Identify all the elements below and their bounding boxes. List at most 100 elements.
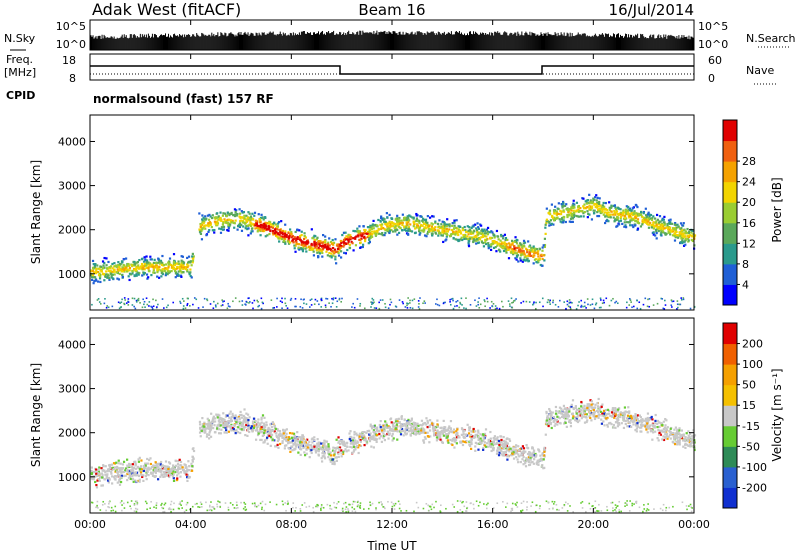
echo-cell xyxy=(356,234,360,237)
echo-cell xyxy=(598,202,601,205)
echo-cell xyxy=(321,244,324,248)
echo-cell xyxy=(612,216,615,219)
echo-cell xyxy=(501,245,505,248)
echo-cell xyxy=(594,415,597,418)
echo-cell xyxy=(253,211,257,214)
echo-cell xyxy=(688,230,691,233)
echo-cell xyxy=(429,435,432,438)
echo-cell xyxy=(507,257,511,260)
echo-cell xyxy=(628,214,632,218)
echo-cell xyxy=(294,305,296,308)
echo-cell xyxy=(523,241,527,244)
echo-cell xyxy=(154,470,157,473)
echo-cell xyxy=(533,258,537,261)
echo-cell xyxy=(652,233,655,236)
echo-cell xyxy=(119,302,121,304)
echo-cell xyxy=(262,302,264,305)
echo-cell xyxy=(299,234,302,238)
echo-cell xyxy=(133,268,136,271)
echo-cell xyxy=(188,273,191,276)
echo-cell xyxy=(419,231,422,235)
echo-cell xyxy=(412,216,415,219)
echo-cell xyxy=(585,307,587,309)
echo-cell xyxy=(477,301,479,303)
echo-cell xyxy=(420,229,423,232)
echo-cell xyxy=(330,252,333,255)
echo-cell xyxy=(217,215,220,218)
echo-cell xyxy=(410,417,414,420)
echo-cell xyxy=(145,462,148,465)
echo-cell xyxy=(564,220,567,224)
echo-cell xyxy=(346,248,349,252)
echo-cell xyxy=(187,264,190,267)
echo-cell xyxy=(316,438,319,441)
echo-cell xyxy=(229,410,232,413)
echo-cell xyxy=(161,467,164,470)
echo-cell xyxy=(98,272,101,275)
echo-cell xyxy=(491,231,494,234)
echo-cell xyxy=(157,303,159,306)
echo-cell xyxy=(287,242,291,245)
colorbar-swatch xyxy=(723,120,737,142)
echo-cell xyxy=(435,439,439,442)
echo-cell xyxy=(399,426,403,429)
echo-cell xyxy=(524,462,527,465)
echo-cell xyxy=(254,438,258,441)
echo-cell xyxy=(471,237,474,240)
echo-cell xyxy=(222,221,225,224)
echo-cell xyxy=(662,231,665,234)
echo-cell xyxy=(516,458,519,461)
echo-cell xyxy=(541,257,544,261)
echo-cell xyxy=(104,298,106,300)
echo-cell xyxy=(254,227,257,230)
echo-cell xyxy=(184,268,188,271)
echo-cell xyxy=(172,253,176,256)
echo-cell xyxy=(247,211,250,214)
echo-cell xyxy=(508,246,511,249)
echo-cell xyxy=(565,425,568,428)
echo-cell xyxy=(91,259,95,263)
echo-cell xyxy=(591,412,594,415)
echo-cell xyxy=(111,475,114,478)
echo-cell xyxy=(452,299,454,302)
echo-cell xyxy=(642,210,646,214)
echo-cell xyxy=(298,229,301,232)
echo-cell xyxy=(129,477,132,481)
echo-cell xyxy=(484,241,487,244)
echo-cell xyxy=(464,233,467,237)
echo-cell xyxy=(418,233,421,236)
echo-cell xyxy=(110,276,113,279)
echo-cell xyxy=(436,425,439,428)
echo-cell xyxy=(636,307,639,310)
echo-cell xyxy=(613,210,616,213)
echo-cell xyxy=(568,299,571,301)
echo-cell xyxy=(107,260,110,264)
echo-cell xyxy=(573,206,576,209)
echo-cell xyxy=(478,306,481,309)
echo-cell xyxy=(614,206,617,209)
echo-cell xyxy=(389,303,391,306)
echo-cell xyxy=(261,301,264,304)
echo-cell xyxy=(127,476,130,479)
echo-cell xyxy=(423,234,427,237)
echo-cell xyxy=(569,406,572,409)
echo-cell xyxy=(284,232,287,235)
echo-cell xyxy=(595,199,598,202)
echo-cell xyxy=(331,449,335,452)
echo-cell xyxy=(245,220,248,223)
echo-cell xyxy=(456,300,459,302)
echo-cell xyxy=(227,229,230,232)
echo-cell xyxy=(646,412,650,415)
echo-cell xyxy=(363,228,366,232)
echo-cell xyxy=(511,450,514,453)
echo-cell xyxy=(475,227,478,230)
echo-cell xyxy=(415,217,419,220)
echo-cell xyxy=(229,223,232,226)
echo-cell xyxy=(548,301,551,303)
echo-cell xyxy=(568,302,571,304)
echo-cell xyxy=(520,302,522,304)
echo-cell xyxy=(540,254,543,258)
echo-cell xyxy=(486,230,490,233)
echo-cell xyxy=(682,222,685,225)
noise-left-label: N.Sky xyxy=(4,32,36,45)
